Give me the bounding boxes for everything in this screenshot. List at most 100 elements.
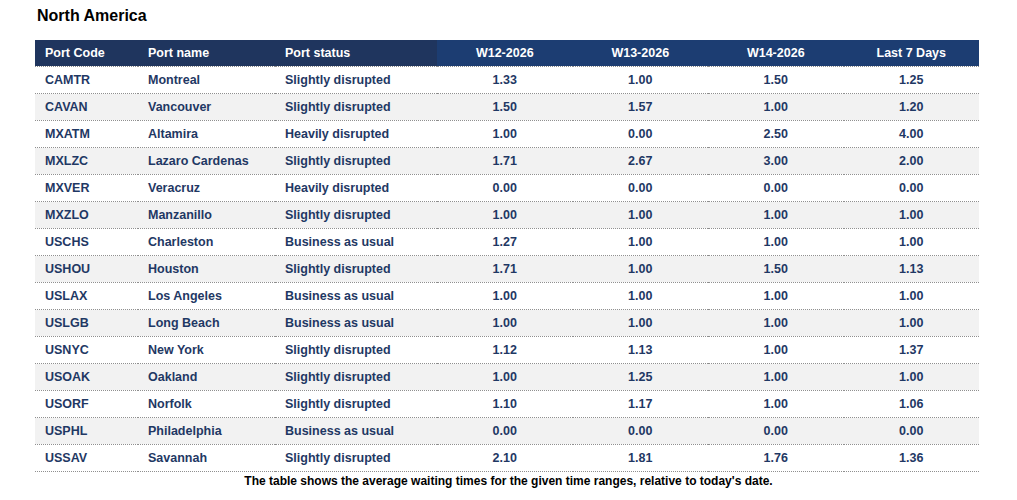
value-cell-w14: 1.00 [708,391,844,418]
value-cell-w13: 1.57 [573,94,709,121]
port-code-cell: USNYC [35,337,138,364]
port-status-cell: Business as usual [275,229,437,256]
table-row: USOAKOaklandSlightly disrupted1.001.251.… [35,364,979,391]
value-cell-w12: 1.00 [437,283,573,310]
value-cell-w13: 1.25 [573,364,709,391]
col-header-last-7-days: Last 7 Days [844,40,980,67]
value-cell-w12: 1.12 [437,337,573,364]
value-cell-w12: 1.71 [437,148,573,175]
value-cell-w14: 1.50 [708,67,844,94]
value-cell-w12: 1.27 [437,229,573,256]
port-code-cell: MXATM [35,121,138,148]
port-name-cell: Savannah [138,445,275,472]
col-header-port-status: Port status [275,40,437,67]
value-cell-last7: 2.00 [844,148,980,175]
port-code-cell: USLAX [35,283,138,310]
value-cell-w14: 1.00 [708,229,844,256]
table-caption: The table shows the average waiting time… [0,474,1017,488]
port-code-cell: USCHS [35,229,138,256]
port-name-cell: Lazaro Cardenas [138,148,275,175]
value-cell-w12: 0.00 [437,175,573,202]
port-code-cell: USORF [35,391,138,418]
value-cell-w12: 1.00 [437,202,573,229]
value-cell-w13: 1.17 [573,391,709,418]
table-row: USHOUHoustonSlightly disrupted1.711.001.… [35,256,979,283]
value-cell-last7: 1.25 [844,67,980,94]
value-cell-w13: 2.67 [573,148,709,175]
table-row: CAMTRMontrealSlightly disrupted1.331.001… [35,67,979,94]
table-row: USORFNorfolkSlightly disrupted1.101.171.… [35,391,979,418]
port-status-cell: Business as usual [275,283,437,310]
value-cell-last7: 1.00 [844,229,980,256]
col-header-w12-2026: W12-2026 [437,40,573,67]
port-code-cell: MXVER [35,175,138,202]
value-cell-w12: 0.00 [437,418,573,445]
table-row: USLGBLong BeachBusiness as usual 1.00 1.00… [35,310,979,337]
value-cell-w13: 1.13 [573,337,709,364]
value-cell-w13: 0.00 [573,175,709,202]
value-cell-w14: 1.00 [708,364,844,391]
port-code-cell: USSAV [35,445,138,472]
value-cell-w12: 1.50 [437,94,573,121]
value-cell-last7: 0.00 [844,175,980,202]
value-cell-w13: 0.00 [573,121,709,148]
value-cell-w14: 1.00 [708,283,844,310]
value-cell-last7: 4.00 [844,121,980,148]
value-cell-w13: 0.00 [573,418,709,445]
port-status-cell: Heavily disrupted [275,175,437,202]
value-cell-w14: 1.00 [708,94,844,121]
table-row: CAVANVancouverSlightly disrupted1.501.57… [35,94,979,121]
value-cell-last7: 1.20 [844,94,980,121]
value-cell-w12: 1.71 [437,256,573,283]
port-status-cell: Heavily disrupted [275,121,437,148]
table-body: CAMTRMontrealSlightly disrupted1.331.001… [35,67,979,472]
value-cell-w13: 1.00 [573,310,709,337]
value-cell-w14: 1.50 [708,256,844,283]
table-row: USNYCNew YorkSlightly disrupted1.121.131… [35,337,979,364]
value-cell-w12: 1.10 [437,391,573,418]
port-name-cell: Los Angeles [138,283,275,310]
port-code-cell: MXLZC [35,148,138,175]
value-cell-w12: 1.00 [437,364,573,391]
port-name-cell: Long Beach [138,310,275,337]
table-row: MXATMAltamiraHeavily disrupted1.000.002.… [35,121,979,148]
value-cell-w14: 1.00 [708,337,844,364]
port-status-cell: Slightly disrupted [275,67,437,94]
port-status-cell: Slightly disrupted [275,202,437,229]
port-code-cell: CAMTR [35,67,138,94]
port-code-cell: USLGB [35,310,138,337]
port-name-cell: Oakland [138,364,275,391]
value-cell-w14: 3.00 [708,148,844,175]
value-cell-w12: 2.10 [437,445,573,472]
value-cell-last7: 1.00 [844,310,980,337]
table-row: USLAXLos AngelesBusiness as usual1.001.0… [35,283,979,310]
value-cell-last7: 1.00 [844,202,980,229]
value-cell-w14: 1.76 [708,445,844,472]
port-status-cell: Slightly disrupted [275,445,437,472]
table-row: MXLZCLazaro CardenasSlightly disrupted1.… [35,148,979,175]
port-code-cell: CAVAN [35,94,138,121]
port-code-cell: USOAK [35,364,138,391]
port-name-cell: Altamira [138,121,275,148]
col-header-port-code: Port Code [35,40,138,67]
value-cell-last7: 1.06 [844,391,980,418]
ports-table: Port Code Port name Port status W12-2026… [35,40,979,472]
port-code-cell: USHOU [35,256,138,283]
value-cell-w13: 1.00 [573,283,709,310]
port-status-cell: Business as usual [275,418,437,445]
port-name-cell: Veracruz [138,175,275,202]
value-cell-w13: 1.81 [573,445,709,472]
port-name-cell: Philadelphia [138,418,275,445]
value-cell-last7: 1.00 [844,283,980,310]
col-header-port-name: Port name [138,40,275,67]
port-name-cell: Norfolk [138,391,275,418]
table-row: USPHLPhiladelphiaBusiness as usual0.000.… [35,418,979,445]
value-cell-last7: 1.00 [844,364,980,391]
port-status-cell: Slightly disrupted [275,337,437,364]
value-cell-last7: 1.37 [844,337,980,364]
table-row: MXVERVeracruzHeavily disrupted0.000.000.… [35,175,979,202]
port-status-cell: Business as usual [275,310,437,337]
port-status-cell: Slightly disrupted [275,364,437,391]
table-row: MXZLOManzanilloSlightly disrupted1.001.0… [35,202,979,229]
port-name-cell: New York [138,337,275,364]
